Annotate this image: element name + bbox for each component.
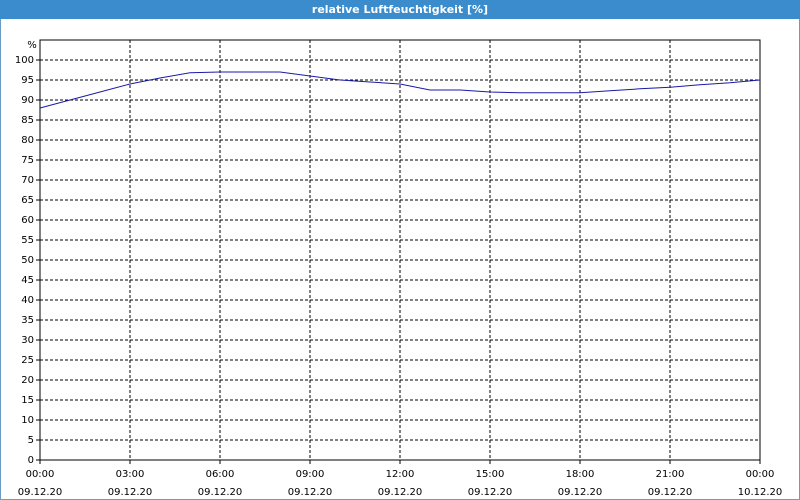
y-axis-label: % [27,40,37,51]
x-tick-label: 00:00 09.12.20 [18,469,63,498]
chart-title: relative Luftfeuchtigkeit [%] [312,3,488,16]
x-tick-label: 15:00 09.12.20 [468,469,513,498]
y-tick-label: 35 [21,315,34,326]
y-tick-label: 65 [21,195,34,206]
y-tick-label: 85 [21,115,34,126]
title-bar [0,0,800,19]
data-line [39,71,761,109]
y-tick-label: 0 [28,455,34,466]
y-tick-label: 90 [21,95,34,106]
y-tick-label: 40 [21,295,34,306]
y-tick-label: 60 [21,215,34,226]
x-tick-label: 00:00 10.12.20 [738,469,783,498]
y-tick-label: 80 [21,135,34,146]
x-tick-label: 09:00 09.12.20 [288,469,333,498]
y-tick-label: 20 [21,375,34,386]
y-tick-label: 15 [21,395,34,406]
x-tick-label: 03:00 09.12.20 [108,469,153,498]
y-tick-label: 100 [15,55,34,66]
y-tick-label: 70 [21,175,34,186]
y-tick-label: 25 [21,355,34,366]
plot-frame [39,39,761,461]
x-tick-label: 21:00 09.12.20 [648,469,693,498]
y-tick-label: 95 [21,75,34,86]
y-tick-label: 5 [28,435,34,446]
y-tick-label: 10 [21,415,34,426]
y-tick-label: 50 [21,255,34,266]
y-tick-label: 75 [21,155,34,166]
x-tick-label: 12:00 09.12.20 [378,469,423,498]
y-tick-label: 45 [21,275,34,286]
y-tick-label: 30 [21,335,34,346]
y-tick-label: 55 [21,235,34,246]
x-tick-label: 06:00 09.12.20 [198,469,243,498]
x-tick-label: 18:00 09.12.20 [558,469,603,498]
